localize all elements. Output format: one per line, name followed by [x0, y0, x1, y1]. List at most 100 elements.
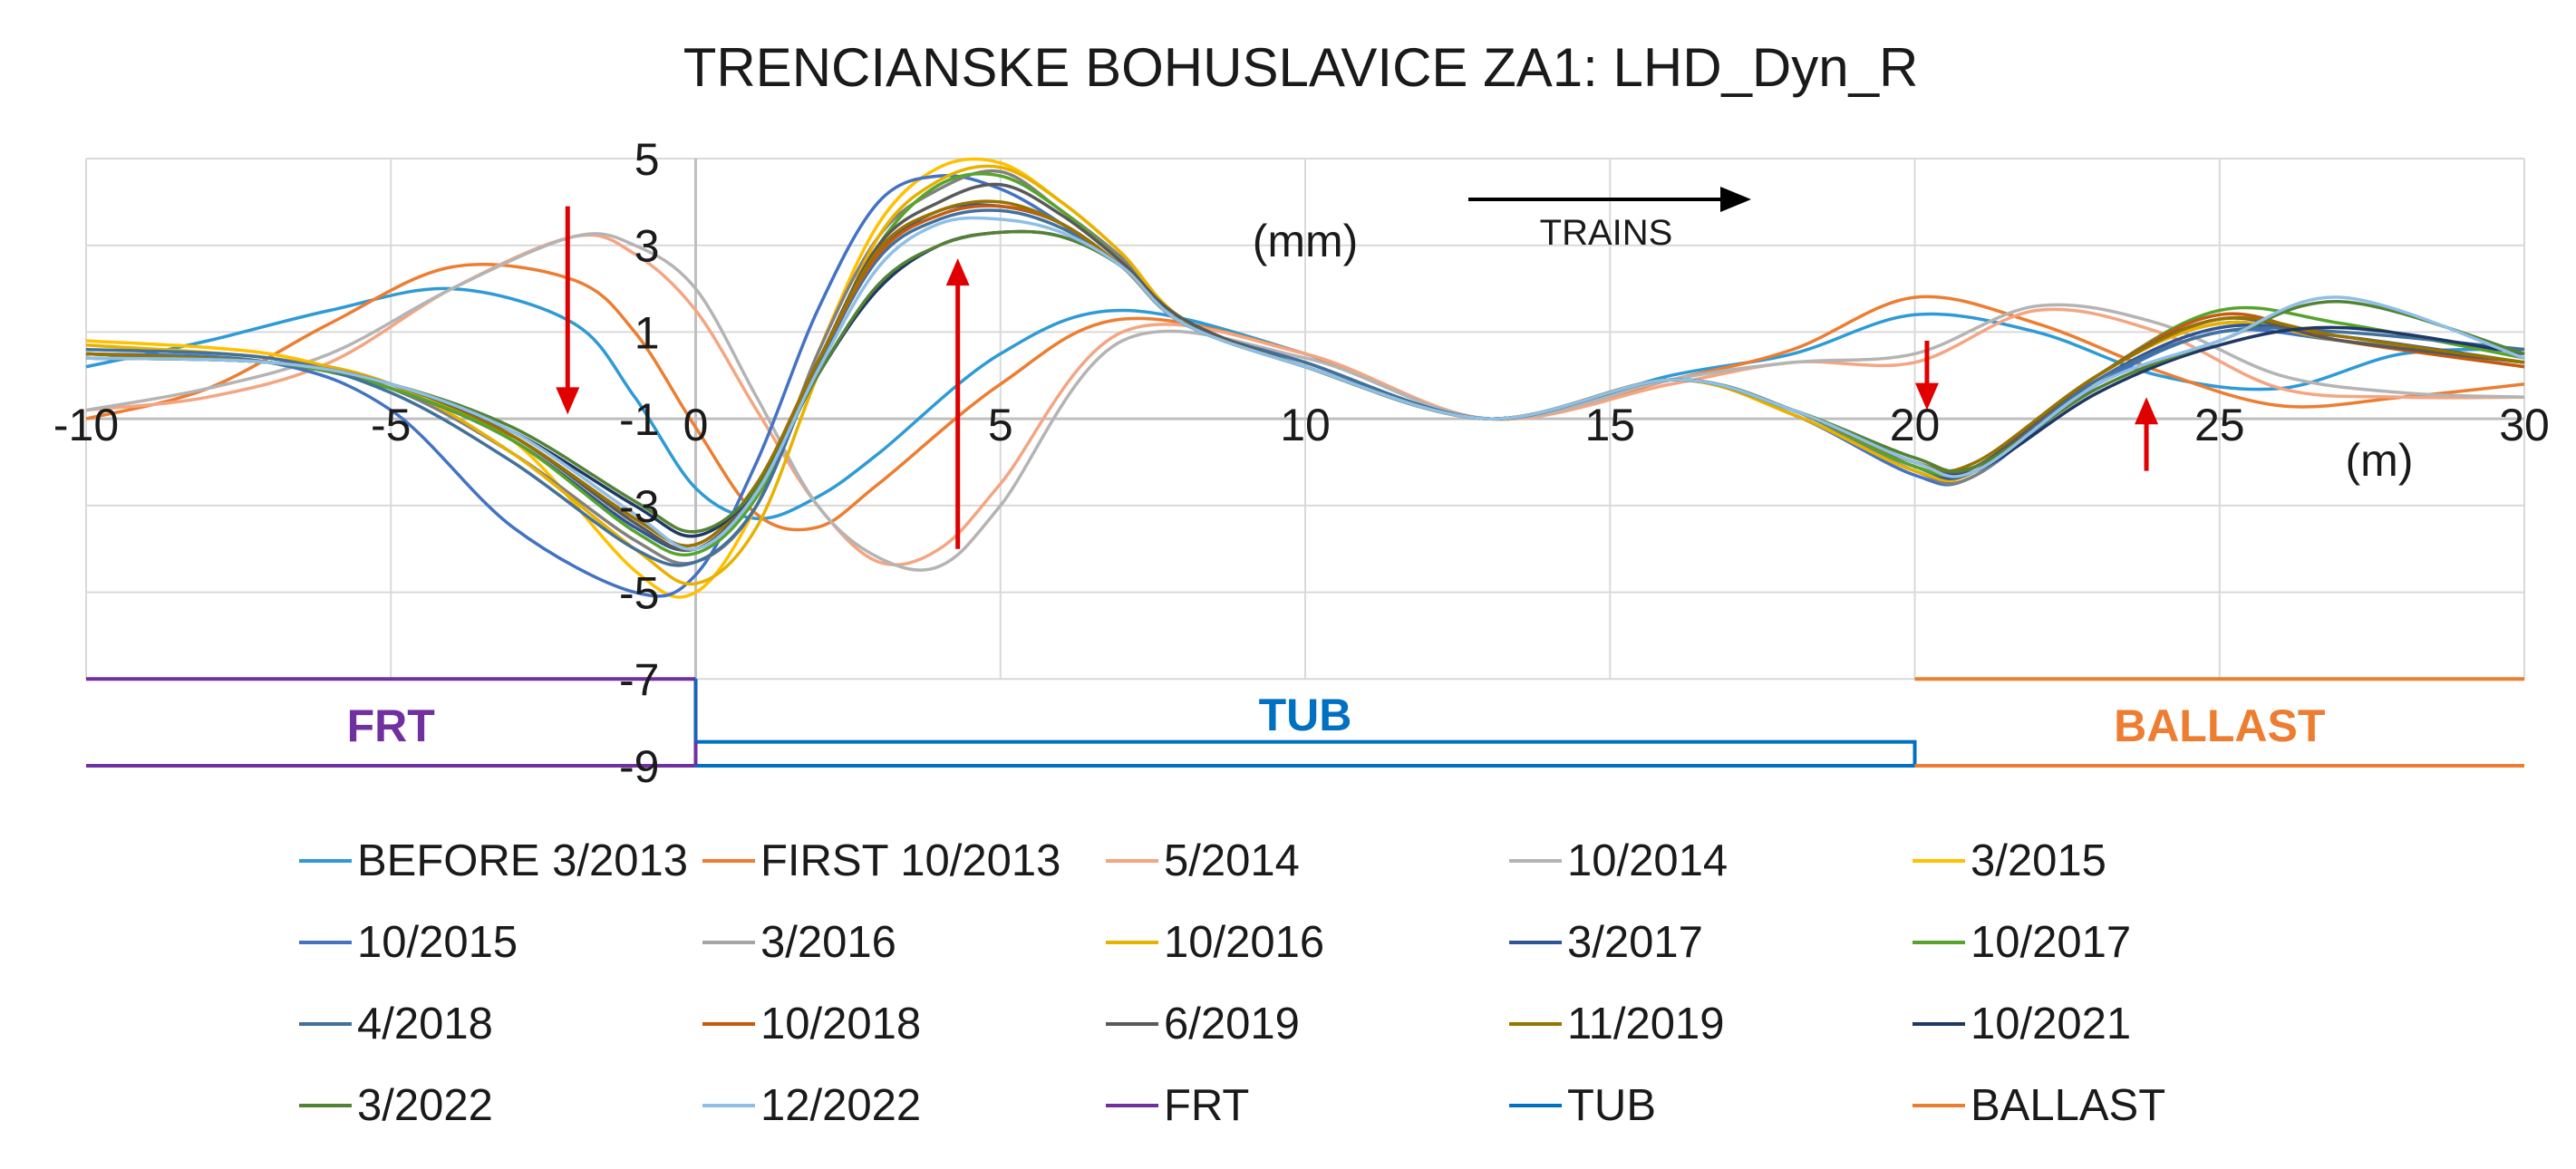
- legend-item-frt: FRT: [1106, 1074, 1509, 1137]
- legend-item-before-3-2013: BEFORE 3/2013: [299, 829, 702, 893]
- legend-label: 6/2019: [1164, 1000, 1300, 1048]
- x-tick-label: 15: [1584, 400, 1635, 450]
- section-bands: FRT TUB BALLAST: [86, 677, 2524, 768]
- x-tick-label: -10: [53, 400, 119, 450]
- trains-arrowhead: [1720, 187, 1751, 212]
- legend-item-6-2019: 6/2019: [1106, 992, 1509, 1056]
- series-line: [85, 263, 2525, 532]
- legend-swatch: [1106, 1022, 1158, 1026]
- legend-swatch: [702, 859, 755, 863]
- legend-label: 3/2016: [760, 918, 896, 967]
- x-tick-label: 0: [683, 400, 709, 450]
- legend: BEFORE 3/2013 FIRST 10/2013 5/2014 10/2014 3…: [299, 829, 2511, 1137]
- series-line: [85, 182, 2525, 552]
- legend-item-3-2016: 3/2016: [702, 911, 1106, 974]
- y-tick-label: 1: [634, 307, 660, 358]
- legend-label: 3/2015: [1971, 836, 2106, 885]
- x-tick-label: 20: [1890, 400, 1941, 450]
- legend-label: TUB: [1567, 1081, 1656, 1130]
- legend-swatch: [1913, 859, 1965, 863]
- legend-label: 5/2014: [1164, 836, 1300, 885]
- series-line: [85, 232, 2525, 572]
- section-ballast-label: BALLAST: [2114, 700, 2325, 751]
- annotation-arrowhead: [2135, 397, 2159, 425]
- x-unit-label: (m): [2346, 435, 2414, 486]
- legend-swatch: [299, 1022, 352, 1026]
- annotation-arrowhead: [1914, 382, 1939, 411]
- legend-swatch: [1913, 1104, 1965, 1107]
- legend-item-3-2015: 3/2015: [1913, 829, 2316, 893]
- section-tub-label: TUB: [1259, 690, 1352, 740]
- legend-label: FRT: [1164, 1081, 1250, 1130]
- legend-label: 10/2014: [1567, 836, 1729, 885]
- legend-item-12-2022: 12/2022: [702, 1074, 1106, 1137]
- legend-swatch: [1106, 859, 1158, 863]
- annotation-arrowhead: [945, 258, 970, 286]
- legend-label: 3/2017: [1567, 918, 1703, 967]
- y-tick-label: -5: [619, 568, 659, 619]
- legend-item-first-10-2013: FIRST 10/2013: [702, 829, 1106, 893]
- legend-swatch: [702, 1104, 755, 1107]
- series-lines: [85, 157, 2525, 599]
- legend-label: 4/2018: [357, 1000, 493, 1048]
- legend-swatch: [1106, 1104, 1158, 1107]
- legend-item-4-2018: 4/2018: [299, 992, 702, 1056]
- legend-swatch: [299, 859, 352, 863]
- legend-item-11-2019: 11/2019: [1509, 992, 1913, 1056]
- legend-swatch: [1106, 941, 1158, 944]
- legend-item-3-2022: 3/2022: [299, 1074, 702, 1137]
- legend-label: BEFORE 3/2013: [357, 836, 688, 885]
- legend-label: BALLAST: [1971, 1081, 2166, 1130]
- legend-swatch: [299, 1104, 352, 1107]
- legend-label: 10/2018: [760, 1000, 922, 1048]
- legend-item-tub: TUB: [1509, 1074, 1913, 1137]
- annotation-arrows: [556, 206, 2159, 549]
- legend-swatch: [702, 1022, 755, 1026]
- tick-labels: -10 -5 0 5 10 15 20 25 30 5 3 1 -1 -3 -5 -7 -9: [53, 134, 2550, 792]
- legend-swatch: [1913, 941, 1965, 944]
- legend-swatch: [1509, 941, 1562, 944]
- series-line: [85, 216, 2525, 551]
- section-tub-shape: [693, 739, 1917, 768]
- legend-item-3-2017: 3/2017: [1509, 911, 1913, 974]
- x-tick-label: 25: [2194, 400, 2245, 450]
- x-tick-label: 10: [1280, 400, 1331, 450]
- legend-swatch: [1913, 1022, 1965, 1026]
- x-tick-label: 30: [2499, 400, 2550, 450]
- legend-label: 10/2015: [357, 918, 518, 967]
- legend-item-5-2014: 5/2014: [1106, 829, 1509, 893]
- legend-label: FIRST 10/2013: [760, 836, 1061, 885]
- legend-swatch: [1509, 1104, 1562, 1107]
- legend-label: 10/2017: [1971, 918, 2132, 967]
- legend-item-ballast: BALLAST: [1913, 1074, 2316, 1137]
- y-tick-label: -3: [619, 481, 659, 532]
- legend-item-10-2018: 10/2018: [702, 992, 1106, 1056]
- legend-item-10-2016: 10/2016: [1106, 911, 1509, 974]
- legend-swatch: [702, 941, 755, 944]
- legend-swatch: [299, 941, 352, 944]
- x-tick-label: -5: [371, 400, 411, 450]
- legend-label: 10/2016: [1164, 918, 1325, 967]
- y-tick-label: -9: [619, 741, 659, 792]
- annotation-arrowhead: [556, 387, 580, 415]
- legend-swatch: [1509, 859, 1562, 863]
- chart-title: TRENCIANSKE BOHUSLAVICE ZA1: LHD_Dyn_R: [683, 37, 1919, 98]
- trains-label: TRAINS: [1540, 213, 1673, 253]
- legend-item-10-2021: 10/2021: [1913, 992, 2316, 1056]
- y-tick-label: 5: [634, 134, 660, 185]
- legend-item-10-2017: 10/2017: [1913, 911, 2316, 974]
- y-unit-label: (mm): [1253, 216, 1359, 266]
- legend-label: 3/2022: [357, 1081, 493, 1130]
- legend-item-10-2014: 10/2014: [1509, 829, 1913, 893]
- series-line: [85, 286, 2525, 520]
- legend-label: 12/2022: [760, 1081, 922, 1130]
- section-frt-label: FRT: [347, 700, 435, 751]
- legend-item-10-2015: 10/2015: [299, 911, 702, 974]
- legend-label: 10/2021: [1971, 1000, 2132, 1048]
- y-tick-label: -7: [619, 654, 659, 705]
- y-tick-label: -1: [619, 394, 659, 445]
- y-tick-label: 3: [634, 221, 660, 272]
- x-tick-label: 5: [988, 400, 1013, 450]
- legend-swatch: [1509, 1022, 1562, 1026]
